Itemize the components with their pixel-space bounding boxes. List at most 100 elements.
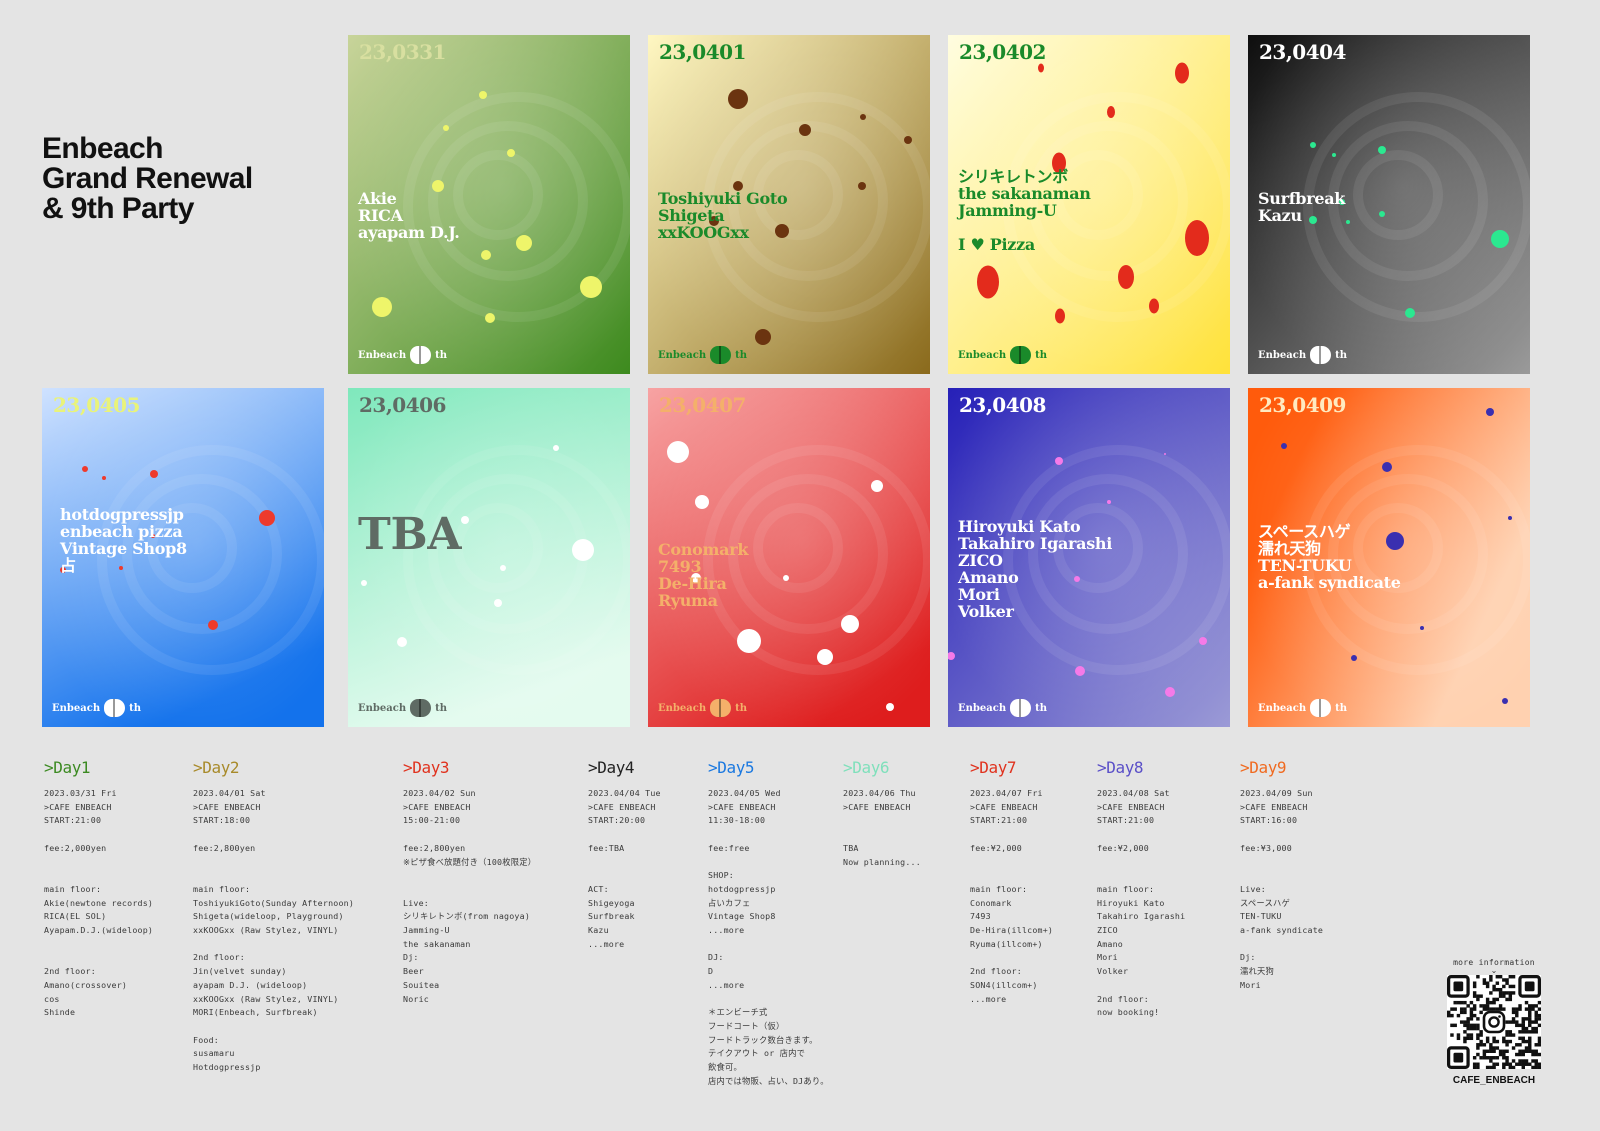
poster-date: 23,0404 <box>1259 40 1346 64</box>
poster-background <box>948 388 1230 727</box>
poster-dot <box>485 313 495 323</box>
poster-artist <box>958 219 1091 236</box>
poster-dot <box>799 124 811 136</box>
nine-mark-icon <box>1310 346 1332 364</box>
enbeach-9th-logo: Enbeach th <box>958 346 1047 364</box>
poster-dot <box>1332 153 1336 157</box>
day-details: 2023.04/04 Tue >CAFE ENBEACH START:20:00… <box>588 788 661 949</box>
poster-date: 23,0407 <box>659 393 746 417</box>
poster-dot <box>1386 532 1404 550</box>
enbeach-9th-logo: Enbeach th <box>52 699 141 717</box>
poster-background <box>648 388 930 727</box>
title-line: & 9th Party <box>42 192 194 225</box>
enbeach-9th-logo: Enbeach th <box>658 346 747 364</box>
qr-caption: CAFE_ENBEACH <box>1452 1075 1536 1086</box>
poster-dot <box>507 149 515 157</box>
poster-dot <box>361 580 367 586</box>
nine-mark-icon <box>1010 346 1032 364</box>
poster-dot <box>481 250 491 260</box>
more-information-label: more information <box>1453 958 1535 967</box>
logo-wordmark: Enbeach <box>958 349 1007 361</box>
day-info-3: >Day3 2023.04/02 Sun >CAFE ENBEACH 15:00-… <box>403 758 536 1006</box>
poster-lineup: hotdogpressjp enbeach pizza Vintage Shop8 占 <box>60 506 187 574</box>
poster-dot <box>904 136 912 144</box>
poster-lineup: Toshiyuki Goto Shigeta xxKOOGxx <box>658 190 788 242</box>
logo-wordmark: Enbeach <box>358 702 407 714</box>
poster-lineup: Hiroyuki Kato Takahiro Igarashi ZICO Amano M… <box>958 518 1112 620</box>
poster-dot <box>977 265 999 299</box>
poster-dot <box>1199 637 1207 645</box>
poster-dot <box>553 445 559 451</box>
poster-artist: Takahiro Igarashi <box>958 534 1113 553</box>
poster-dot <box>860 114 866 120</box>
day-info-4: >Day4 2023.04/04 Tue >CAFE ENBEACH START:… <box>588 758 661 951</box>
event-poster-indigo: 23,0408 Hiroyuki Kato Takahiro Igarashi ZIC… <box>948 388 1230 727</box>
poster-background <box>948 35 1230 374</box>
poster-artist: De-Hira <box>658 574 727 593</box>
logo-wordmark: Enbeach <box>658 702 707 714</box>
poster-date: 23,0331 <box>359 40 446 64</box>
poster-dot <box>494 599 502 607</box>
enbeach-9th-logo: Enbeach th <box>1258 346 1347 364</box>
poster-artist: スペースハゲ <box>1258 522 1351 541</box>
poster-dot <box>783 575 789 581</box>
day-heading: >Day8 <box>1097 758 1144 777</box>
poster-artist: the sakanaman <box>958 184 1091 203</box>
poster-artist: I ♥ Pizza <box>958 235 1035 254</box>
poster-dot <box>667 441 689 463</box>
logo-suffix: th <box>435 702 447 714</box>
poster-date: 23,0408 <box>959 393 1046 417</box>
down-arrow-icon: ⌄ <box>1490 966 1498 975</box>
day-info-8: >Day8 2023.04/08 Sat >CAFE ENBEACH START:… <box>1097 758 1185 1020</box>
poster-dot <box>461 516 469 524</box>
day-info-9: >Day9 2023.04/09 Sun >CAFE ENBEACH START:… <box>1240 758 1323 993</box>
poster-date: 23,0409 <box>1259 393 1346 417</box>
day-info-5: >Day5 2023.04/05 Wed >CAFE ENBEACH 11:30-… <box>708 758 829 1088</box>
poster-dot <box>372 297 392 317</box>
day-info-6: >Day6 2023.04/06 Thu >CAFE ENBEACH TBA No… <box>843 758 921 869</box>
enbeach-9th-logo: Enbeach th <box>358 346 447 364</box>
poster-artist: Ryuma <box>658 591 718 610</box>
day-info-2: >Day2 2023.04/01 Sat >CAFE ENBEACH START:… <box>193 758 354 1075</box>
poster-dot <box>871 480 883 492</box>
poster-dot <box>479 91 487 99</box>
day-details: 2023.04/05 Wed >CAFE ENBEACH 11:30-18:00… <box>708 788 829 1086</box>
poster-dot <box>580 276 602 298</box>
poster-date: 23,0406 <box>359 393 446 417</box>
poster-artist: Conomark <box>658 540 749 559</box>
poster-dot <box>572 539 594 561</box>
poster-dot <box>691 573 701 583</box>
poster-dot <box>1107 106 1115 118</box>
poster-dot <box>1038 63 1044 73</box>
day-heading: >Day7 <box>970 758 1017 777</box>
day-heading: >Day9 <box>1240 758 1287 777</box>
nine-mark-icon <box>104 699 126 717</box>
logo-suffix: th <box>1335 349 1347 361</box>
poster-artist: a-fank syndicate <box>1258 573 1401 592</box>
logo-wordmark: Enbeach <box>52 702 101 714</box>
poster-dot <box>817 649 833 665</box>
poster-artist: TBA <box>358 509 462 560</box>
poster-dot <box>1310 142 1316 148</box>
poster-dot <box>755 329 771 345</box>
poster-background <box>348 388 630 727</box>
poster-dot <box>948 652 955 660</box>
day-details: 2023.04/08 Sat >CAFE ENBEACH START:21:00… <box>1097 788 1186 1018</box>
nine-mark-icon <box>410 699 432 717</box>
logo-suffix: th <box>1335 702 1347 714</box>
poster-artist: Kazu <box>1258 206 1302 225</box>
poster-date: 23,0402 <box>959 40 1046 64</box>
poster-artist: ayapam D.J. <box>358 223 460 242</box>
poster-artist: xxKOOGxx <box>658 223 749 242</box>
qr-code[interactable] <box>1446 974 1542 1070</box>
poster-lineup: スペースハゲ 濡れ天狗 TEN-TUKU a-fank syndicate <box>1258 523 1401 591</box>
poster-artist: Surfbreak <box>1258 189 1346 208</box>
logo-suffix: th <box>435 349 447 361</box>
day-heading: >Day2 <box>193 758 240 777</box>
poster-dot <box>728 89 748 109</box>
enbeach-9th-logo: Enbeach th <box>658 699 747 717</box>
poster-artist: Amano <box>958 568 1019 587</box>
event-poster-mint: 23,0406 TBA Enbeach th <box>348 388 630 727</box>
event-poster-red: 23,0407 Conomark 7493 De-Hira Ryuma Enbeach th <box>648 388 930 727</box>
poster-dot <box>1052 152 1066 174</box>
